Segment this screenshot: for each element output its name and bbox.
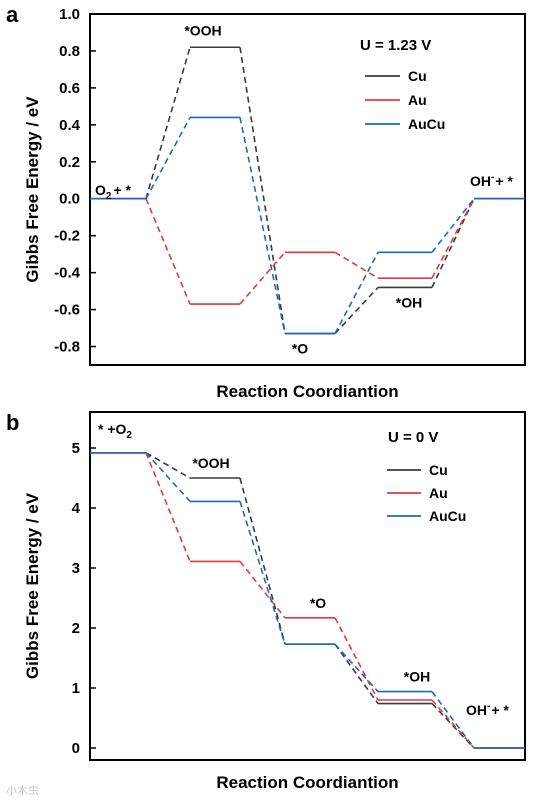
connector-aucu bbox=[239, 117, 286, 334]
connector-cu bbox=[334, 643, 379, 705]
connector-aucu bbox=[431, 198, 475, 253]
legend-label-cu: Cu bbox=[429, 462, 448, 478]
y-tick-label: -0.4 bbox=[54, 265, 81, 282]
end-state-label: OH-+ * bbox=[470, 172, 513, 189]
connector-aucu bbox=[431, 691, 475, 749]
start-state-label: * +O2 bbox=[98, 421, 132, 441]
potential-label: U = 0 V bbox=[388, 429, 438, 446]
y-tick-label: 0.4 bbox=[59, 117, 81, 134]
series-cu bbox=[90, 46, 525, 335]
connector-aucu bbox=[145, 452, 191, 502]
y-tick-label: 0 bbox=[72, 740, 80, 757]
y-tick-label: -0.2 bbox=[54, 228, 80, 245]
step-label: *OH bbox=[404, 669, 430, 685]
connector-cu bbox=[145, 452, 191, 479]
x-axis-title: Reaction Coordiantion bbox=[216, 382, 398, 401]
end-state-label: OH-+ * bbox=[466, 701, 509, 718]
step-label: *O bbox=[310, 595, 326, 611]
potential-label: U = 1.23 V bbox=[360, 37, 431, 54]
plot-frame bbox=[89, 13, 526, 366]
legend: Cu Au AuCu bbox=[387, 462, 466, 524]
y-tick-label: 3 bbox=[72, 560, 80, 577]
y-tick-label: 4 bbox=[72, 500, 81, 517]
series-cu bbox=[90, 451, 525, 749]
panel-b: b 0 1 2 3 4 5 Reaction Coordiantion Gibbs Free E… bbox=[6, 410, 526, 792]
legend: Cu Au AuCu bbox=[365, 68, 445, 132]
y-axis-title: Gibbs Free Energy / eV bbox=[23, 96, 42, 283]
y-tick-label: 0.8 bbox=[59, 43, 80, 60]
watermark: 小木虫 bbox=[6, 784, 39, 797]
y-tick-label: 5 bbox=[72, 440, 80, 457]
connector-cu bbox=[145, 47, 191, 199]
y-tick-label: 1 bbox=[72, 680, 80, 697]
step-label: *OOH bbox=[184, 22, 221, 38]
legend-label-au: Au bbox=[408, 92, 427, 108]
connector-au bbox=[239, 560, 286, 619]
y-tick-label: 0.6 bbox=[59, 80, 80, 97]
x-axis-title: Reaction Coordiantion bbox=[216, 773, 398, 792]
y-tick-label: -0.8 bbox=[54, 339, 80, 356]
series-aucu bbox=[90, 451, 525, 749]
legend-label-cu: Cu bbox=[408, 68, 427, 84]
connector-cu bbox=[334, 286, 379, 335]
connector-au bbox=[334, 251, 379, 279]
y-tick-label: 1.0 bbox=[59, 6, 80, 23]
step-label: *O bbox=[292, 341, 308, 357]
connector-au bbox=[145, 198, 191, 305]
connector-au bbox=[431, 198, 475, 279]
connector-cu bbox=[239, 47, 286, 334]
plot-frame bbox=[89, 411, 526, 761]
start-state-label: O2 + * bbox=[95, 182, 132, 202]
y-tick-label: 2 bbox=[72, 620, 80, 637]
y-tick-label: 0.0 bbox=[59, 191, 80, 208]
y-axis-title: Gibbs Free Energy / eV bbox=[23, 492, 42, 679]
series-au bbox=[90, 197, 525, 305]
connector-au bbox=[145, 452, 191, 562]
step-label: *OOH bbox=[192, 455, 229, 471]
panel-letter: a bbox=[6, 2, 19, 27]
connector-cu bbox=[239, 477, 286, 645]
y-tick-label: 0.2 bbox=[59, 154, 80, 171]
connector-aucu bbox=[145, 117, 191, 200]
series-aucu bbox=[90, 116, 525, 335]
connector-aucu bbox=[334, 643, 379, 693]
legend-label-aucu: AuCu bbox=[408, 116, 445, 132]
connector-au bbox=[431, 699, 475, 749]
legend-label-au: Au bbox=[429, 485, 448, 501]
y-tick-label: -0.6 bbox=[54, 302, 80, 319]
legend-label-aucu: AuCu bbox=[429, 508, 466, 524]
connector-au bbox=[239, 251, 286, 305]
connector-au bbox=[334, 617, 379, 701]
connector-aucu bbox=[239, 501, 286, 645]
panel-a: a -0.8 -0.6 -0.4 -0.2 0.0 0.2 0.4 0.6 0.8 1.0 React… bbox=[6, 2, 526, 401]
series-au bbox=[90, 451, 525, 749]
connector-aucu bbox=[334, 251, 379, 334]
step-label: *OH bbox=[396, 294, 422, 310]
panel-letter: b bbox=[6, 410, 19, 435]
